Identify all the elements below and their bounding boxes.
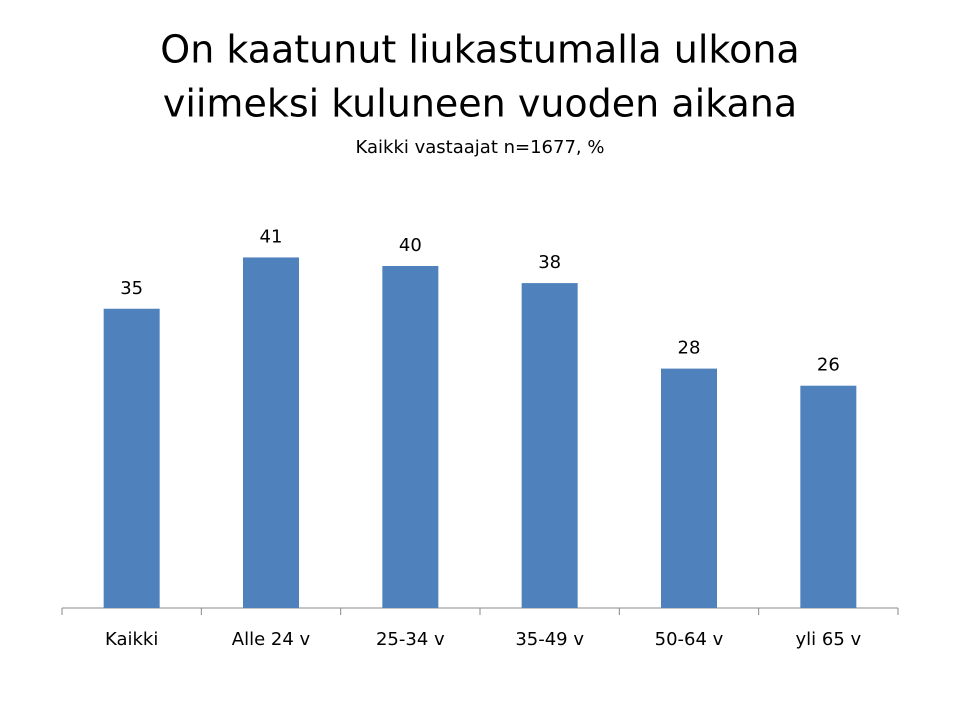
x-tick-label: Alle 24 v	[232, 629, 311, 650]
data-label: 40	[399, 235, 422, 256]
chart-subtitle: Kaikki vastaajat n=1677, %	[356, 137, 605, 158]
x-tick-label: Kaikki	[105, 629, 158, 650]
x-tick-label: yli 65 v	[796, 629, 862, 650]
bar	[243, 257, 299, 608]
bar	[382, 266, 439, 608]
x-tick-label: 35-49 v	[515, 629, 584, 650]
data-label: 38	[538, 252, 561, 273]
chart-title: viimeksi kuluneen vuoden aikana	[163, 82, 797, 126]
data-label: 26	[817, 355, 840, 376]
bar	[661, 368, 717, 608]
x-tick-label: 25-34 v	[376, 629, 445, 650]
data-label: 35	[120, 278, 143, 299]
bar	[103, 308, 160, 608]
x-tick-label: 50-64 v	[655, 629, 724, 650]
bar	[521, 283, 578, 608]
bar	[800, 385, 857, 608]
chart-title: On kaatunut liukastumalla ulkona	[160, 28, 799, 72]
data-label: 28	[678, 338, 701, 359]
data-label: 41	[260, 226, 283, 247]
